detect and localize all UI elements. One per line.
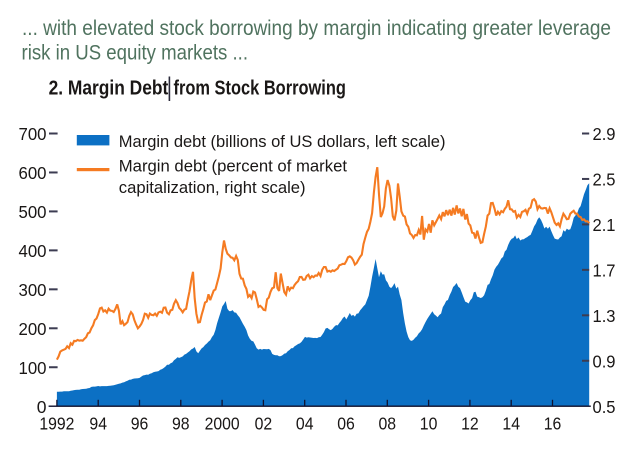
svg-text:300: 300 [19, 280, 47, 300]
svg-text:risk in US equity markets ...: risk in US equity markets ... [22, 41, 249, 65]
svg-text:94: 94 [89, 413, 107, 433]
svg-text:capitalization, right scale): capitalization, right scale) [119, 179, 306, 197]
svg-text:... with elevated stock borrow: ... with elevated stock borrowing by mar… [22, 16, 611, 40]
svg-text:06: 06 [337, 413, 355, 433]
svg-text:700: 700 [19, 124, 47, 144]
svg-text:from Stock Borrowing: from Stock Borrowing [174, 77, 346, 99]
svg-text:14: 14 [502, 413, 520, 433]
svg-text:200: 200 [19, 319, 47, 339]
svg-text:1.7: 1.7 [593, 260, 616, 280]
svg-text:10: 10 [420, 413, 438, 433]
svg-text:2.5: 2.5 [593, 170, 616, 190]
svg-text:0.5: 0.5 [593, 397, 616, 417]
svg-text:500: 500 [19, 202, 47, 222]
svg-text:1.3: 1.3 [593, 306, 616, 326]
svg-text:0: 0 [37, 397, 47, 417]
svg-text:2.9: 2.9 [593, 124, 616, 144]
svg-text:Margin debt (percent of market: Margin debt (percent of market [119, 158, 348, 176]
svg-text:Margin debt (billions of US do: Margin debt (billions of US dollars, lef… [119, 133, 446, 151]
svg-text:12: 12 [461, 413, 479, 433]
svg-text:2.1: 2.1 [593, 215, 616, 235]
svg-text:1992: 1992 [39, 413, 74, 433]
svg-text:400: 400 [19, 241, 47, 261]
svg-text:16: 16 [544, 413, 562, 433]
svg-text:96: 96 [131, 413, 149, 433]
svg-text:600: 600 [19, 163, 47, 183]
svg-text:08: 08 [379, 413, 397, 433]
svg-text:98: 98 [172, 413, 190, 433]
svg-text:04: 04 [296, 413, 314, 433]
svg-text:2000: 2000 [205, 413, 240, 433]
svg-text:02: 02 [255, 413, 273, 433]
svg-text:100: 100 [19, 358, 47, 378]
svg-text:0.9: 0.9 [593, 351, 616, 371]
svg-text:2. Margin Debt: 2. Margin Debt [49, 77, 169, 99]
